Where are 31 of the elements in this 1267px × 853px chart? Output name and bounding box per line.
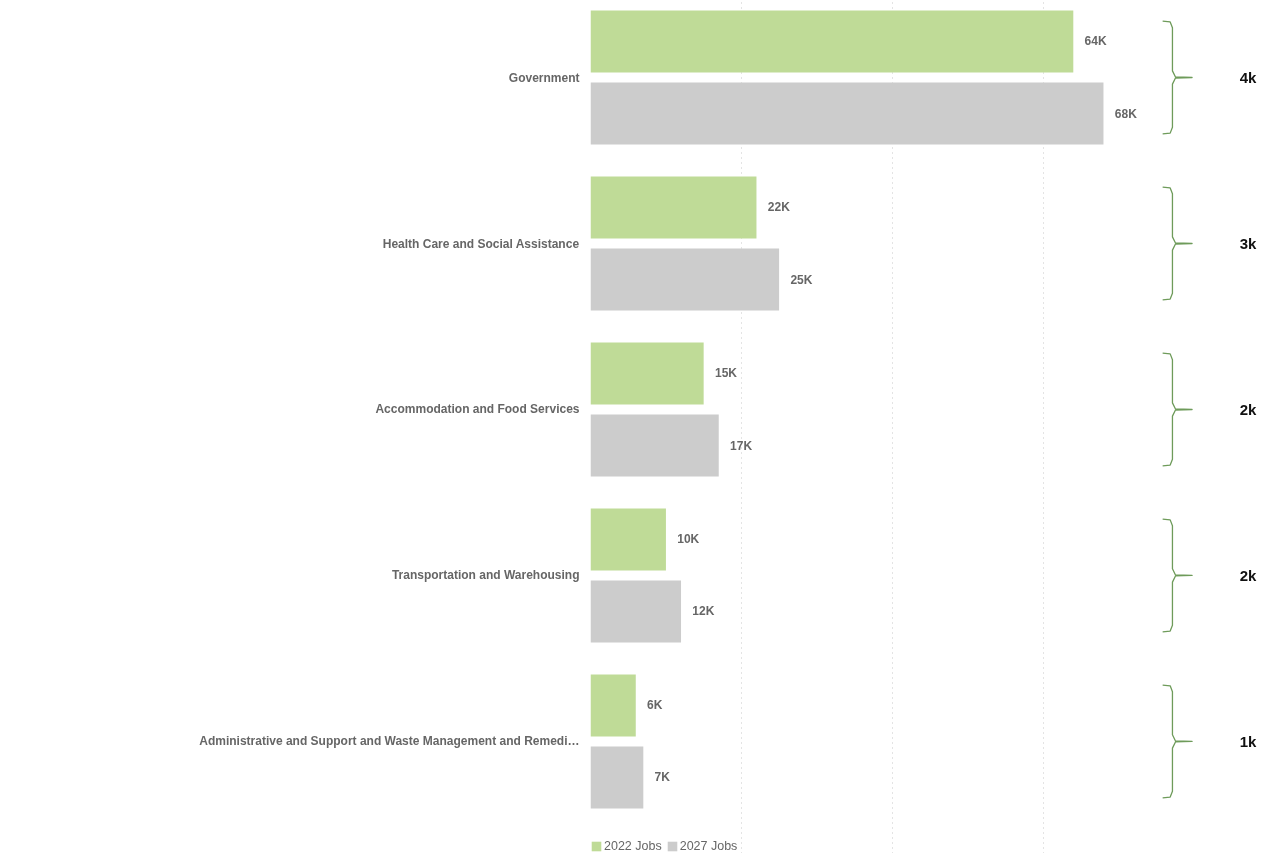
text: 3k [1239, 235, 1257, 252]
data-label: 17K [730, 438, 753, 453]
data-label: 15K [714, 366, 738, 381]
y-tick-label: Accommodation and Food Services [375, 402, 580, 417]
bar [590, 176, 757, 239]
bar [590, 10, 1074, 73]
y-tick-label: Government [508, 70, 580, 85]
text: 2k [1239, 400, 1257, 418]
legend-label: 2027 Jobs [679, 839, 738, 853]
bar [590, 674, 636, 737]
data-label: 7K [654, 770, 671, 785]
text: 2k [1239, 566, 1257, 584]
data-label: 25K [790, 272, 813, 287]
data-label: 68K [1114, 106, 1138, 121]
bar [590, 580, 682, 643]
data-label: 64K [1084, 34, 1107, 49]
data-label: 6K [647, 698, 663, 713]
y-tick-label: Transportation and Warehousing [391, 568, 580, 583]
y-tick-label: Health Care and Social Assistance [382, 236, 580, 251]
data-label: 10K [677, 532, 700, 547]
data-label: 12K [692, 604, 715, 619]
legend-label: 2022 Jobs [604, 839, 662, 853]
bar [590, 508, 666, 571]
text: 1k [1239, 732, 1257, 750]
bar [590, 82, 1104, 145]
text: 4k [1239, 69, 1257, 87]
y-tick-label: Administrative and Support and Waste Management and Remedi… [199, 734, 580, 749]
bar [590, 342, 704, 405]
data-label: 22K [767, 200, 791, 215]
bar [590, 746, 644, 809]
bar [590, 414, 719, 477]
